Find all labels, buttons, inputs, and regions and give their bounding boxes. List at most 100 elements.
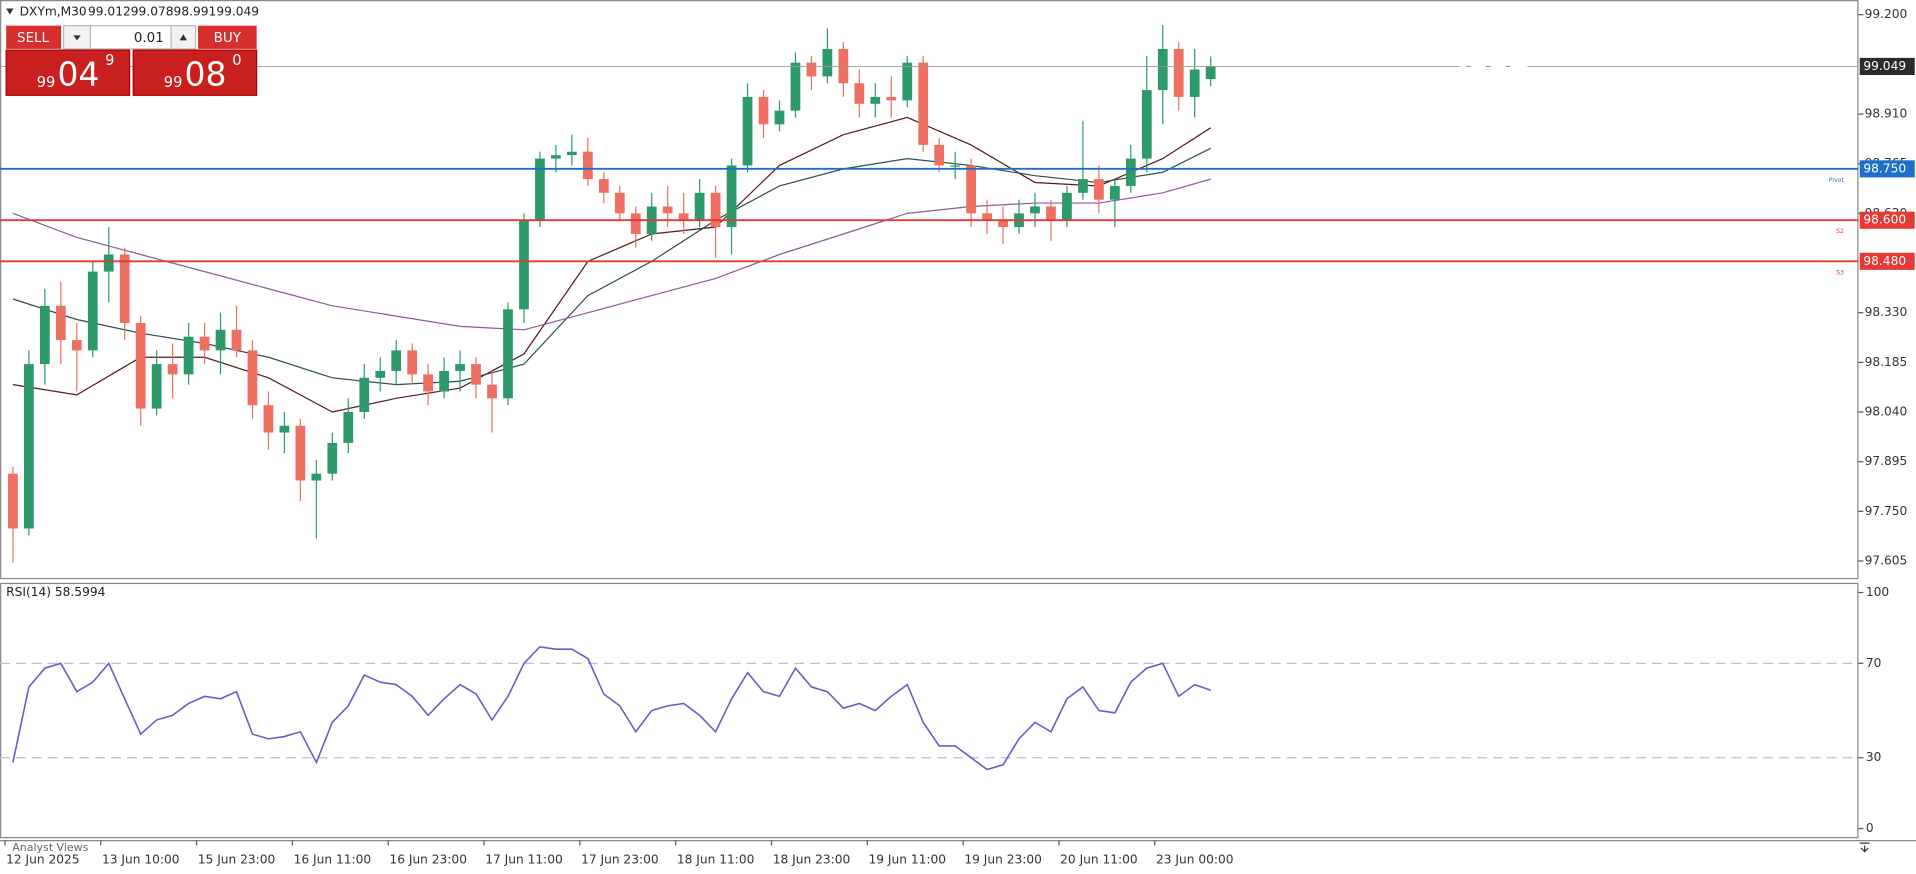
buy-price-box[interactable]	[132, 49, 258, 96]
candle-body	[1109, 185, 1120, 200]
x-tick-label: 16 Jun 23:00	[389, 853, 467, 867]
candle-body	[1205, 66, 1216, 80]
level-price-label: 98.480	[1863, 254, 1906, 268]
y-tick-label: 0	[1866, 821, 1874, 835]
y-tick-label: 98.185	[1865, 355, 1908, 369]
candle-body	[614, 192, 625, 214]
symbol: DXYm,M30	[20, 5, 87, 19]
candle-body	[263, 405, 274, 433]
candle-body	[854, 83, 865, 104]
arrow-up	[179, 34, 188, 41]
candle-body	[918, 62, 929, 145]
rsi-title: RSI(14) 58.5994	[6, 585, 105, 599]
candle-body	[199, 336, 210, 351]
y-tick-label: 70	[1866, 656, 1882, 670]
x-tick-label: 20 Jun 11:00	[1060, 853, 1138, 867]
y-tick-label: 99.200	[1865, 7, 1908, 21]
sell-price-main: 04	[57, 54, 99, 93]
y-tick-label: 98.910	[1865, 107, 1908, 121]
analyst-views-tab[interactable]: Analyst Views	[12, 841, 88, 854]
candle-body	[982, 213, 992, 221]
candle-body	[439, 370, 450, 392]
x-tick-label: 19 Jun 11:00	[869, 853, 947, 867]
candle-body	[247, 350, 258, 406]
symbol-menu-icon[interactable]	[6, 8, 14, 15]
candle-body	[391, 350, 402, 371]
candle-body	[1141, 90, 1152, 159]
y-tick-label: 98.330	[1865, 305, 1908, 319]
scroll-icon[interactable]	[1859, 842, 1870, 853]
candle-body	[710, 192, 721, 228]
candle-body	[487, 384, 497, 399]
candle-body	[998, 220, 1008, 228]
candle-body	[24, 364, 34, 529]
candle-body	[678, 213, 689, 221]
moving-average	[12, 147, 1211, 386]
ohlc-low: 98.991	[174, 5, 217, 19]
candle-body	[423, 374, 434, 392]
candle-body	[694, 192, 705, 221]
candle-body	[902, 62, 913, 101]
x-tick-label: 12 Jun 2025	[6, 853, 79, 867]
buy-price-sup: 0	[232, 52, 241, 69]
one-click-trading: SELL 0.01 BUY 99 04 9 99 08 0	[5, 25, 258, 96]
y-tick-label: 97.605	[1865, 554, 1908, 568]
candle-body	[55, 305, 66, 341]
buy-label: BUY	[214, 31, 242, 46]
sell-button[interactable]	[6, 25, 62, 49]
y-tick-label: 97.750	[1865, 504, 1908, 518]
candle-body	[311, 473, 322, 481]
candle-body	[934, 144, 945, 166]
sell-label: SELL	[17, 31, 50, 46]
candle-body	[1125, 158, 1136, 186]
buy-price-big: 99	[164, 74, 183, 91]
x-tick-label: 18 Jun 11:00	[677, 853, 755, 867]
x-tick-label: 16 Jun 11:00	[294, 853, 372, 867]
y-tick-label: 97.895	[1865, 454, 1908, 468]
candle-body	[1173, 48, 1184, 97]
sell-price-sup: 9	[105, 52, 114, 69]
candle-body	[231, 329, 242, 351]
x-tick-label: 13 Jun 10:00	[102, 853, 180, 867]
candle-body	[375, 370, 386, 378]
candle-body	[295, 425, 306, 481]
candle-body	[582, 151, 593, 180]
candle-body	[630, 213, 641, 234]
candle-body	[870, 96, 881, 104]
candle-body	[950, 165, 961, 167]
candle-body	[39, 305, 50, 365]
candle-body	[279, 425, 290, 433]
last-price-label: 99.049	[1863, 59, 1906, 73]
candle-body	[598, 179, 609, 193]
candle-body	[662, 206, 673, 214]
candle-body	[455, 364, 465, 371]
moving-average	[12, 116, 1212, 413]
buy-button[interactable]	[197, 25, 257, 49]
candle-body	[758, 96, 769, 125]
candle-body	[1046, 206, 1056, 221]
x-tick-label: 19 Jun 23:00	[964, 853, 1042, 867]
x-tick-label: 18 Jun 23:00	[773, 853, 851, 867]
candle-body	[1030, 206, 1040, 214]
level-name: Pivot	[1829, 177, 1845, 184]
y-tick-label: 98.040	[1865, 405, 1908, 419]
rsi-panel-frame	[0, 582, 1859, 839]
level-price-label: 98.750	[1863, 161, 1906, 175]
candle-body	[327, 442, 338, 474]
sell-price-box[interactable]	[5, 49, 131, 96]
candle-body	[886, 96, 897, 101]
level-price-box	[1859, 252, 1915, 270]
x-tick-label: 15 Jun 23:00	[198, 853, 276, 867]
candle-body	[535, 158, 545, 221]
candle-body	[806, 62, 817, 77]
candle-body	[1157, 48, 1168, 91]
sell-price-big: 99	[37, 74, 56, 91]
candle-body	[966, 165, 977, 214]
candle-body	[183, 336, 194, 375]
y-tick-label: 30	[1866, 750, 1882, 764]
candle-body	[87, 271, 98, 351]
x-tick-label: 17 Jun 11:00	[485, 853, 563, 867]
